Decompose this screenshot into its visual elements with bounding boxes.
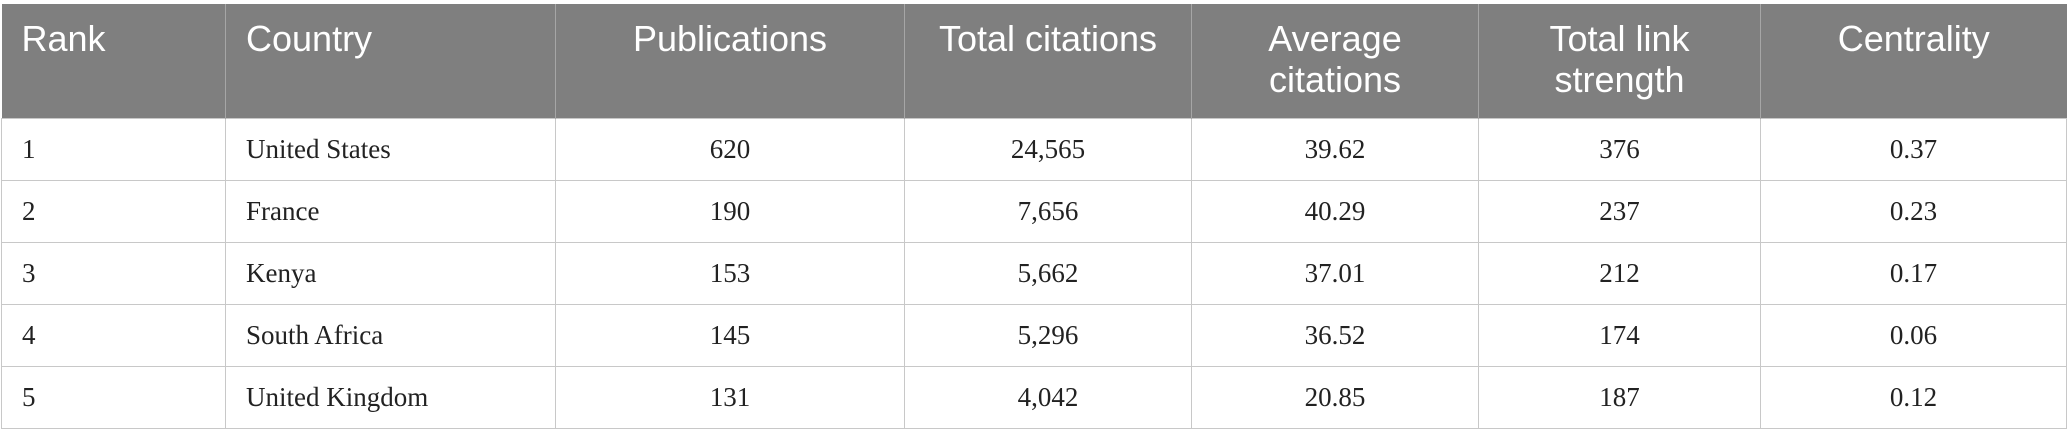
table-cell: 131 — [555, 365, 905, 429]
header-cell: Total link strength — [1478, 4, 1761, 118]
header-cell: Average citations — [1191, 4, 1479, 118]
table-cell: 4,042 — [904, 365, 1192, 429]
table-cell: United Kingdom — [225, 365, 556, 429]
table-cell: 5,296 — [904, 303, 1192, 367]
table-cell: 145 — [555, 303, 905, 367]
table-cell: 24,565 — [904, 117, 1192, 181]
header-cell: Country — [225, 4, 556, 118]
table-cell: 0.12 — [1760, 365, 2067, 429]
header-cell: Total citations — [904, 4, 1192, 118]
table-row: 4 South Africa 145 5,296 36.52 174 0.06 — [1, 303, 2067, 367]
table-cell: 36.52 — [1191, 303, 1479, 367]
table-cell: 1 — [1, 117, 226, 181]
table-cell: 40.29 — [1191, 179, 1479, 243]
table-cell: 0.37 — [1760, 117, 2067, 181]
table-cell: 0.06 — [1760, 303, 2067, 367]
table-cell: 0.17 — [1760, 241, 2067, 305]
table-cell: 2 — [1, 179, 226, 243]
table-cell: 376 — [1478, 117, 1761, 181]
table-row: 5 United Kingdom 131 4,042 20.85 187 0.12 — [1, 365, 2067, 429]
table-cell: 153 — [555, 241, 905, 305]
header-cell: Centrality — [1760, 4, 2067, 118]
data-table: Rank Country Publications Total citations Av… — [1, 4, 2067, 429]
table-cell: South Africa — [225, 303, 556, 367]
table-cell: 37.01 — [1191, 241, 1479, 305]
table-cell: 237 — [1478, 179, 1761, 243]
table-cell: Kenya — [225, 241, 556, 305]
table-cell: 39.62 — [1191, 117, 1479, 181]
table-cell: 3 — [1, 241, 226, 305]
header-cell: Rank — [1, 4, 226, 118]
table-cell: 212 — [1478, 241, 1761, 305]
table-cell: 4 — [1, 303, 226, 367]
table-cell: 7,656 — [904, 179, 1192, 243]
table-cell: 0.23 — [1760, 179, 2067, 243]
table-row: 1 United States 620 24,565 39.62 376 0.37 — [1, 117, 2067, 181]
table-row: 2 France 190 7,656 40.29 237 0.23 — [1, 179, 2067, 243]
table-cell: United States — [225, 117, 556, 181]
header-row: Rank Country Publications Total citations Av… — [1, 4, 2067, 118]
table-cell: 5,662 — [904, 241, 1192, 305]
table-cell: 174 — [1478, 303, 1761, 367]
table-cell: France — [225, 179, 556, 243]
table-cell: 20.85 — [1191, 365, 1479, 429]
table-cell: 5 — [1, 365, 226, 429]
table-body: 1 United States 620 24,565 39.62 376 0.37 2 Fran… — [1, 117, 2067, 429]
table-cell: 620 — [555, 117, 905, 181]
header-cell: Publications — [555, 4, 905, 118]
table-cell: 190 — [555, 179, 905, 243]
table-cell: 187 — [1478, 365, 1761, 429]
table-row: 3 Kenya 153 5,662 37.01 212 0.17 — [1, 241, 2067, 305]
